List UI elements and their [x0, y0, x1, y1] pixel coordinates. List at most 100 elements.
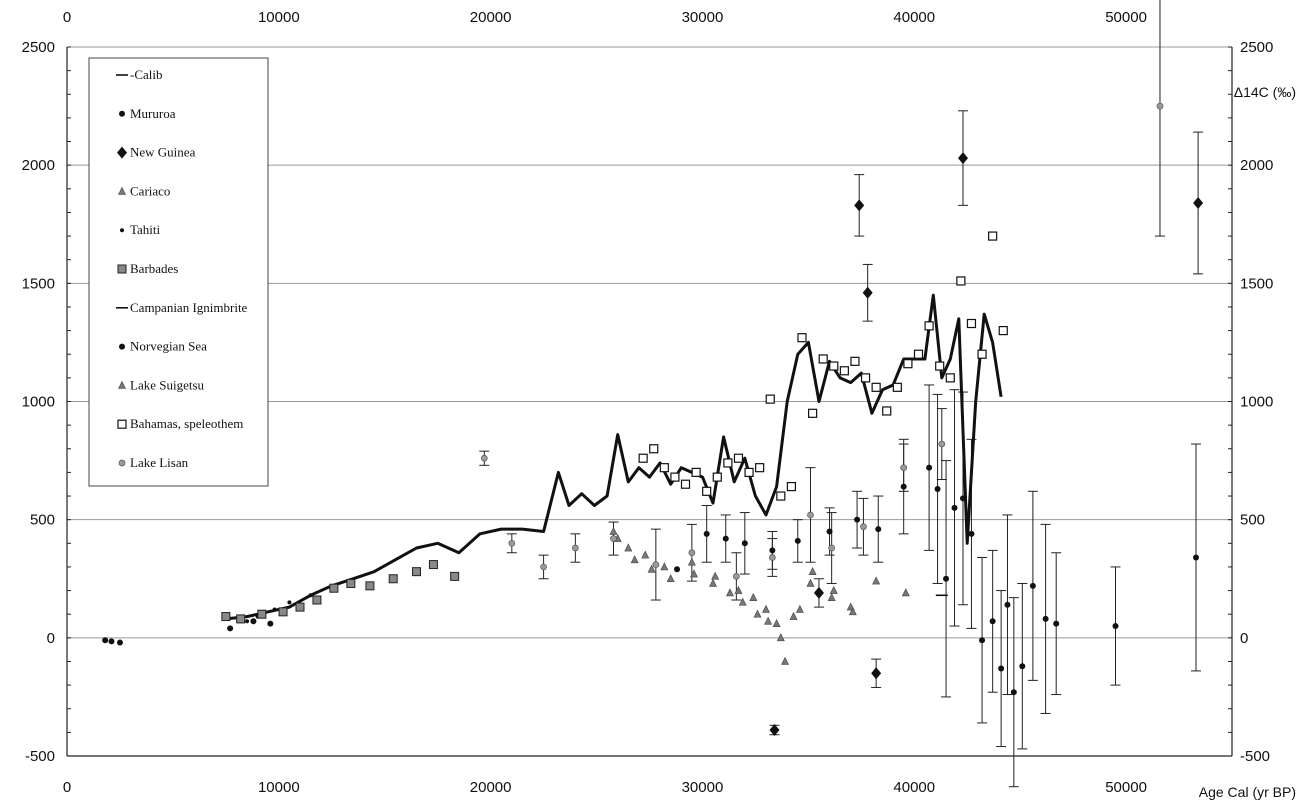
point-dot — [826, 528, 833, 535]
point-diamond — [1193, 196, 1204, 209]
legend-entry: -Calib — [130, 67, 163, 82]
point-triangle — [666, 574, 675, 583]
tick-labels: -500 -500 0 0 500 500 1000 1000 1500 1500 2000 2000… — [22, 9, 1274, 796]
point-open-square — [829, 361, 839, 371]
point-square-dot — [346, 578, 356, 588]
point-square-dot — [236, 614, 246, 624]
legend-entry: Barbades — [130, 261, 178, 276]
y-tick-label-right: 1000 — [1240, 394, 1273, 411]
point-square-dot — [388, 574, 398, 584]
point-diamond — [871, 667, 882, 680]
y-tick-label-left: 1000 — [22, 394, 55, 411]
point-triangle — [687, 557, 696, 566]
point-square-dot — [295, 602, 305, 612]
legend-entry: Mururoa — [130, 106, 176, 121]
point-open-square — [871, 382, 881, 392]
point-dot — [227, 625, 234, 632]
calib-line — [225, 293, 1003, 621]
point-triangle — [609, 526, 618, 535]
x-tick-label-bottom: 30000 — [682, 779, 724, 796]
point-open-square — [945, 373, 955, 383]
point-grey-dot — [572, 544, 579, 552]
y-tick-label-right: 1500 — [1240, 275, 1273, 292]
x-tick-label-bottom: 10000 — [258, 779, 300, 796]
point-dot — [674, 566, 681, 573]
y-axis-label: Δ14C (‰) — [1234, 84, 1296, 100]
y-tick-label-left: 0 — [47, 630, 55, 647]
point-open-square — [807, 408, 818, 418]
legend-entry: Norvegian Sea — [130, 339, 207, 354]
point-square-dot — [329, 583, 339, 593]
point-triangle — [711, 571, 720, 580]
point-grey-dot — [1156, 102, 1164, 110]
point-diamond — [769, 724, 780, 737]
point-triangle — [795, 604, 804, 613]
point-open-square — [956, 276, 966, 286]
point-triangle — [829, 585, 838, 594]
point-dot — [968, 530, 975, 537]
point-dot — [943, 575, 950, 582]
point-open-square — [776, 491, 786, 501]
point-grey-dot — [480, 454, 488, 462]
legend-entry: Campanian Ignimbrite — [130, 300, 248, 315]
point-grey-dot — [860, 523, 867, 531]
point-dot — [769, 547, 776, 554]
point-open-square — [659, 463, 669, 473]
legend-entry: Bahamas, speleothem — [130, 416, 243, 431]
point-open-square — [691, 467, 701, 477]
point-square-dot — [278, 607, 288, 617]
x-tick-label-top: 50000 — [1105, 9, 1147, 26]
y-tick-label-right: 2000 — [1240, 157, 1273, 174]
point-square-dot — [450, 571, 460, 581]
point-open-square — [977, 349, 987, 359]
y-tick-label-left: -500 — [25, 748, 55, 765]
point-triangle — [781, 656, 790, 665]
point-open-square — [712, 472, 722, 482]
error-bars — [479, 0, 1204, 788]
point-square-dot — [221, 612, 231, 622]
point-dot — [116, 639, 123, 646]
legend-entry: Lake Suigetsu — [130, 377, 205, 392]
point-open-square — [702, 486, 712, 496]
point-small-dot — [272, 607, 277, 612]
point-dot — [979, 637, 986, 644]
point-dot — [703, 530, 710, 537]
point-dot — [1192, 554, 1199, 561]
calib-curve — [225, 293, 1003, 621]
point-square-dot — [428, 560, 438, 570]
y-tick-label-left: 2500 — [22, 39, 55, 56]
y-tick-label-right: 500 — [1240, 512, 1265, 529]
point-open-square — [998, 326, 1008, 336]
point-triangle — [647, 564, 656, 573]
point-open-square — [733, 453, 744, 463]
point-open-square — [723, 458, 733, 468]
point-dot — [875, 526, 882, 533]
point-open-square — [765, 394, 775, 404]
point-diamond — [813, 586, 824, 599]
legend-marker — [117, 419, 127, 429]
point-dot — [1053, 620, 1060, 627]
point-small-dot — [287, 600, 292, 605]
point-open-square — [913, 349, 924, 359]
x-tick-label-top: 40000 — [893, 9, 935, 26]
point-square-dot — [365, 581, 375, 591]
point-open-square — [786, 481, 797, 492]
point-dot — [989, 618, 996, 625]
point-triangle — [709, 578, 718, 587]
point-open-square — [797, 333, 807, 343]
legend-marker — [117, 264, 127, 274]
point-open-square — [988, 231, 998, 241]
legend-marker — [118, 459, 126, 467]
point-dot — [900, 483, 907, 490]
point-triangle — [624, 543, 633, 552]
legend-entry: Lake Lisan — [130, 455, 189, 470]
point-triangle — [776, 633, 785, 642]
point-grey-dot — [900, 464, 908, 472]
point-triangle — [641, 550, 650, 559]
point-dot — [951, 504, 958, 511]
point-dot — [722, 535, 729, 542]
point-grey-dot — [769, 554, 776, 561]
point-grey-dot — [688, 549, 696, 557]
point-square-dot — [312, 595, 322, 605]
